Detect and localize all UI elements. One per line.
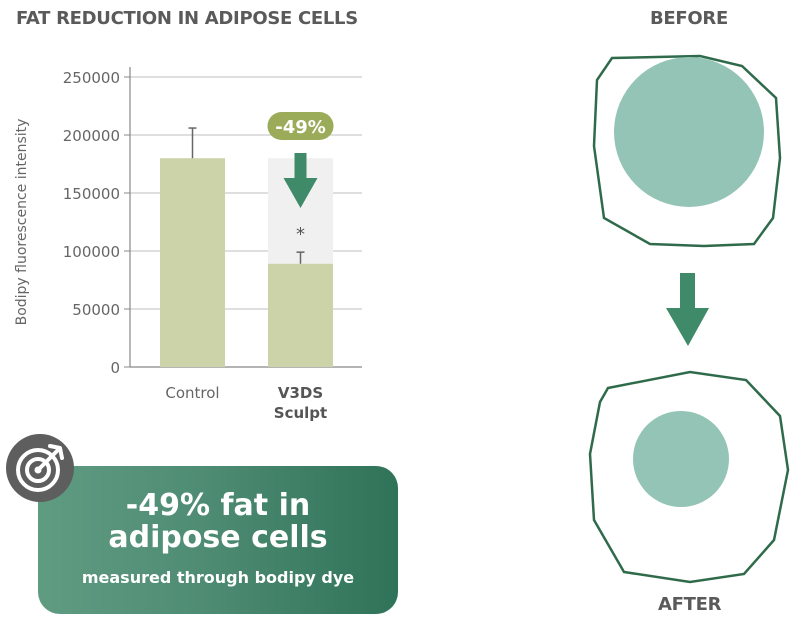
callout-label: -49%: [275, 117, 326, 138]
target-badge: [6, 434, 74, 502]
significance-marker: *: [296, 224, 305, 245]
arrow-down-icon: [666, 273, 709, 346]
before-cell-membrane: [592, 54, 782, 248]
y-axis-label: Bodipy fluorescence intensity: [14, 119, 30, 326]
after-cell-membrane: [588, 370, 790, 584]
after-label: AFTER: [658, 594, 722, 615]
chart-title: FAT REDUCTION IN ADIPOSE CELLS: [16, 8, 358, 29]
y-tick-label: 0: [110, 359, 120, 377]
after-nucleus: [633, 411, 729, 507]
y-tick-label: 150000: [63, 185, 120, 203]
summary-subline: measured through bodipy dye: [81, 568, 355, 587]
reduction-arrow-head: [283, 178, 318, 208]
x-tick-label: Sculpt: [274, 404, 327, 422]
before-nucleus: [614, 57, 764, 207]
bar: [160, 158, 225, 367]
summary-headline: -49% fat in adipose cells: [108, 488, 328, 555]
y-tick-label: 100000: [63, 243, 120, 261]
reduction-area: [268, 158, 333, 264]
summary-card: -49% fat in adipose cells measured throu…: [38, 466, 398, 614]
y-tick-label: 50000: [72, 301, 120, 319]
reduction-arrow-shaft: [294, 153, 307, 183]
bar: [268, 263, 333, 367]
target-icon: [16, 444, 64, 492]
x-tick-label: Control: [165, 384, 219, 402]
callout-badge: [267, 112, 334, 140]
x-tick-label: V3DS: [278, 384, 323, 402]
y-tick-label: 250000: [63, 69, 120, 87]
before-label: BEFORE: [650, 8, 728, 29]
y-tick-label: 200000: [63, 127, 120, 145]
